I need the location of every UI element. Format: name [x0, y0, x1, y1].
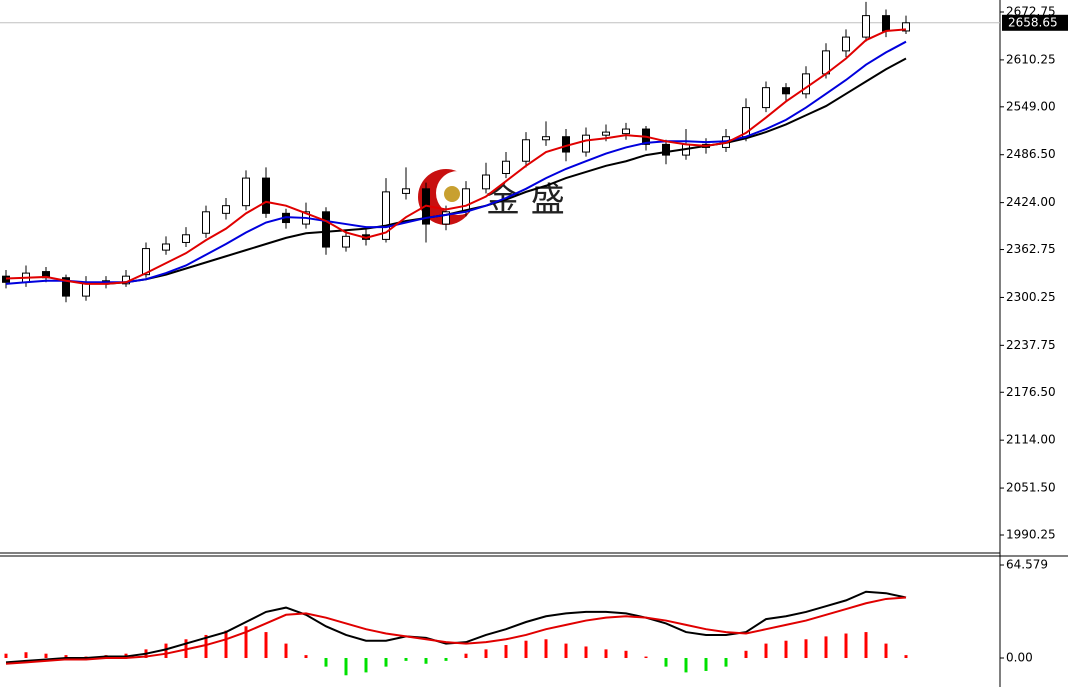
y-tick-label: 64.579 [1006, 558, 1048, 572]
histogram-bar [624, 650, 628, 658]
histogram-bar [24, 652, 28, 658]
y-tick-label: 2424.00 [1006, 195, 1056, 209]
candle-body [222, 205, 230, 214]
histogram-bar [764, 643, 768, 658]
histogram-bar [44, 653, 48, 658]
histogram-bar [424, 657, 428, 664]
candle-body [602, 131, 610, 136]
candle-body [762, 87, 770, 109]
histogram-bar [684, 657, 688, 673]
candle-body [882, 15, 890, 32]
candle-body [402, 188, 410, 194]
candle-body [522, 139, 530, 162]
histogram-bar [484, 649, 488, 658]
histogram-bar [544, 639, 548, 658]
histogram-bar [304, 655, 308, 658]
histogram-bar [404, 657, 408, 661]
histogram-bar [584, 646, 588, 658]
histogram-bar [864, 632, 868, 658]
candle-body [902, 22, 910, 32]
candle-body [862, 15, 870, 38]
candle-body [162, 243, 170, 251]
histogram-bar [264, 632, 268, 658]
candle-body [782, 87, 790, 95]
candle-body [542, 136, 550, 141]
candle-body [622, 128, 630, 135]
candle-body [502, 160, 510, 174]
candle-body [262, 177, 270, 214]
y-tick-label: 2486.50 [1006, 147, 1056, 161]
histogram-bar [604, 649, 608, 658]
histogram-bar [524, 640, 528, 658]
histogram-bar [564, 643, 568, 658]
candle-body [842, 36, 850, 52]
histogram-bar [704, 657, 708, 671]
candle-body [342, 235, 350, 248]
histogram-bar [464, 653, 468, 658]
histogram-bar [724, 657, 728, 667]
histogram-bar [784, 640, 788, 658]
histogram-bar [804, 639, 808, 658]
last-price-box [1002, 14, 1068, 31]
macd-line [5, 590, 907, 664]
histogram-bar [204, 634, 208, 658]
logo-dot [444, 186, 460, 202]
histogram-bar [444, 657, 448, 661]
histogram-bar [224, 630, 228, 658]
last-price-label: 2658.65 [1008, 15, 1058, 29]
histogram-bar [344, 657, 348, 676]
histogram-bar [844, 633, 848, 658]
histogram-bar [244, 626, 248, 658]
candle-body [442, 211, 450, 225]
y-tick-label: 2051.50 [1006, 481, 1056, 495]
candle-body [182, 234, 190, 243]
moving-average [5, 40, 907, 285]
candle-body [582, 134, 590, 153]
candle-body [62, 277, 70, 297]
y-tick-label: 2176.50 [1006, 385, 1056, 399]
histogram-bar [364, 657, 368, 673]
candle-body [142, 248, 150, 276]
histogram-bar [284, 643, 288, 658]
histogram-bar [4, 653, 8, 658]
candle-body [662, 143, 670, 156]
candle-body [482, 174, 490, 190]
histogram-bar [644, 656, 648, 658]
candle-body [462, 188, 470, 213]
histogram-bar [384, 657, 388, 667]
y-tick-label: 2362.75 [1006, 242, 1056, 256]
candle-body [242, 177, 250, 207]
y-tick-label: 2237.75 [1006, 338, 1056, 352]
candle-body [822, 50, 830, 75]
candle-body [322, 211, 330, 248]
histogram-bar [884, 643, 888, 658]
candle-body [202, 211, 210, 234]
histogram-bar [504, 645, 508, 658]
y-tick-label: 0.00 [1006, 650, 1033, 664]
histogram-bar [824, 636, 828, 658]
moving-average [105, 57, 907, 285]
candle-body [802, 73, 810, 95]
histogram-bar [64, 655, 68, 658]
histogram-bar [904, 655, 908, 658]
y-tick-label: 2114.00 [1006, 433, 1056, 447]
y-tick-label: 1990.25 [1006, 527, 1056, 541]
candle-body [382, 191, 390, 240]
histogram-bar [744, 650, 748, 658]
histogram-bar [164, 643, 168, 658]
histogram-bar [324, 657, 328, 667]
histogram-bar [664, 657, 668, 667]
y-tick-label: 2300.25 [1006, 290, 1056, 304]
macd-line [5, 596, 907, 665]
moving-average [5, 28, 907, 285]
y-tick-label: 2610.25 [1006, 52, 1056, 66]
y-tick-label: 2549.00 [1006, 99, 1056, 113]
